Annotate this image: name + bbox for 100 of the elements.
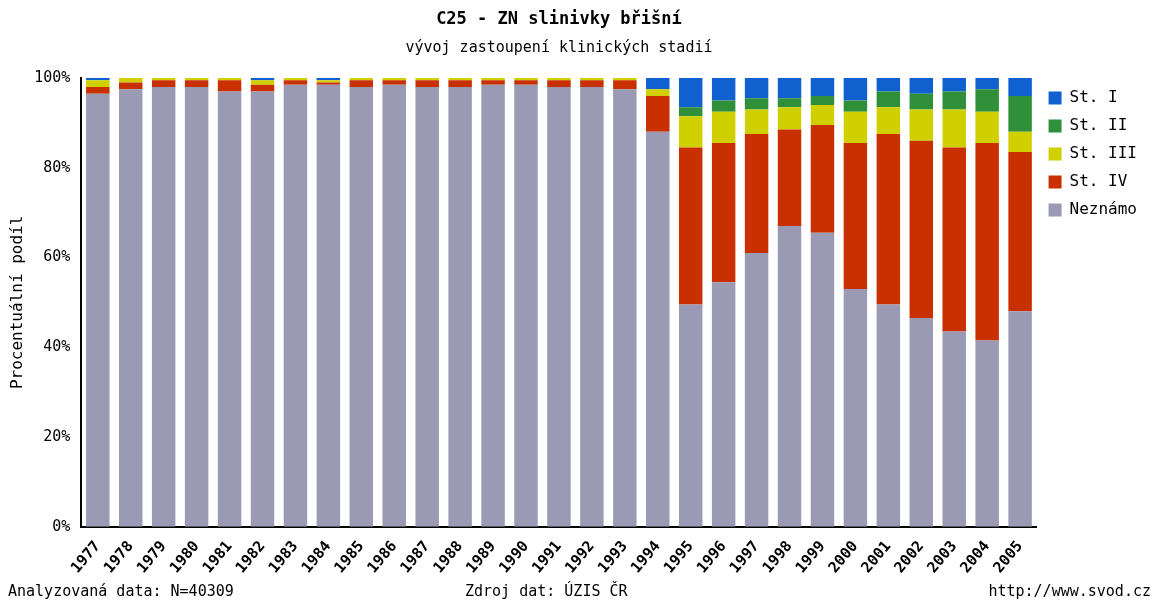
bar	[711, 78, 736, 101]
bar	[810, 104, 835, 126]
bar	[909, 140, 934, 319]
bar	[711, 100, 736, 112]
y-tick-label: 100%	[34, 67, 71, 86]
y-tick-label: 40%	[43, 337, 71, 356]
bar	[448, 86, 472, 527]
bar	[777, 107, 802, 130]
bar	[843, 111, 868, 144]
bar	[217, 91, 242, 527]
bar	[678, 147, 703, 305]
bar	[975, 111, 999, 144]
bar	[415, 78, 439, 81]
bar	[1008, 311, 1032, 527]
bar	[382, 84, 406, 527]
bar	[810, 232, 835, 527]
bar	[678, 78, 703, 108]
legend-label: St. II	[1069, 115, 1128, 135]
bar	[678, 107, 703, 117]
bar	[1008, 152, 1032, 312]
bar	[382, 80, 406, 85]
bar	[711, 282, 736, 527]
bar	[448, 80, 472, 87]
bar	[151, 80, 176, 87]
bar	[810, 95, 835, 105]
bar	[349, 86, 374, 527]
bar	[711, 143, 736, 283]
bar	[942, 78, 966, 92]
bar	[975, 89, 999, 112]
bar	[283, 84, 308, 527]
bar	[316, 84, 341, 527]
y-axis-title: Procentuální podíl	[6, 215, 26, 390]
bar	[580, 86, 604, 527]
bar	[876, 91, 901, 108]
bar	[481, 84, 505, 527]
bar	[646, 89, 670, 96]
bar	[843, 143, 868, 289]
bar	[1008, 131, 1032, 153]
bar	[744, 98, 769, 110]
bar	[744, 134, 769, 254]
bar	[613, 89, 637, 527]
bar	[876, 134, 901, 305]
bar	[975, 340, 999, 527]
bar	[547, 78, 571, 81]
y-tick-label: 20%	[43, 426, 71, 445]
bar	[843, 288, 868, 527]
bar	[876, 107, 901, 135]
bar	[975, 78, 999, 90]
legend-label: St. III	[1069, 143, 1138, 163]
chart-subtitle: vývoj zastoupení klinických stadií	[405, 38, 713, 56]
bar	[646, 131, 670, 527]
bar	[646, 95, 670, 132]
y-tick-label: 60%	[43, 247, 71, 266]
bar	[942, 147, 966, 332]
bar	[86, 80, 110, 87]
bar	[283, 80, 308, 85]
bar	[843, 100, 868, 112]
bar	[909, 78, 934, 94]
chart-title: C25 - ZN slinivky břišní	[436, 8, 682, 28]
bar	[547, 86, 571, 527]
bar	[613, 80, 637, 90]
bar	[975, 143, 999, 341]
bar	[909, 109, 934, 141]
bar	[744, 78, 769, 99]
bar	[481, 78, 505, 81]
bar	[678, 304, 703, 527]
bar	[777, 226, 802, 527]
bar	[777, 98, 802, 108]
bar	[514, 78, 538, 81]
bar	[909, 93, 934, 110]
bar	[250, 80, 275, 85]
bar	[415, 86, 439, 527]
y-tick-label: 80%	[43, 157, 71, 176]
bar	[678, 116, 703, 148]
bar	[942, 331, 966, 527]
bar	[481, 80, 505, 85]
bar	[184, 80, 209, 87]
bar	[942, 91, 966, 110]
bar	[909, 318, 934, 527]
bar	[777, 129, 802, 227]
bar	[876, 304, 901, 527]
bar	[86, 93, 110, 527]
bar	[744, 253, 769, 527]
bar	[86, 78, 110, 81]
legend-label: St. IV	[1069, 171, 1128, 191]
bar	[810, 78, 835, 96]
bar	[744, 109, 769, 135]
bar	[942, 109, 966, 148]
bar	[547, 80, 571, 87]
bar	[349, 80, 374, 87]
bar	[876, 78, 901, 92]
bar	[580, 80, 604, 87]
bar	[119, 89, 143, 527]
legend-label: St. I	[1069, 87, 1118, 107]
bar	[580, 78, 604, 81]
bar	[119, 82, 143, 90]
bar	[711, 111, 736, 144]
bar	[448, 78, 472, 81]
y-tick-label: 0%	[52, 516, 71, 535]
bar	[514, 84, 538, 527]
